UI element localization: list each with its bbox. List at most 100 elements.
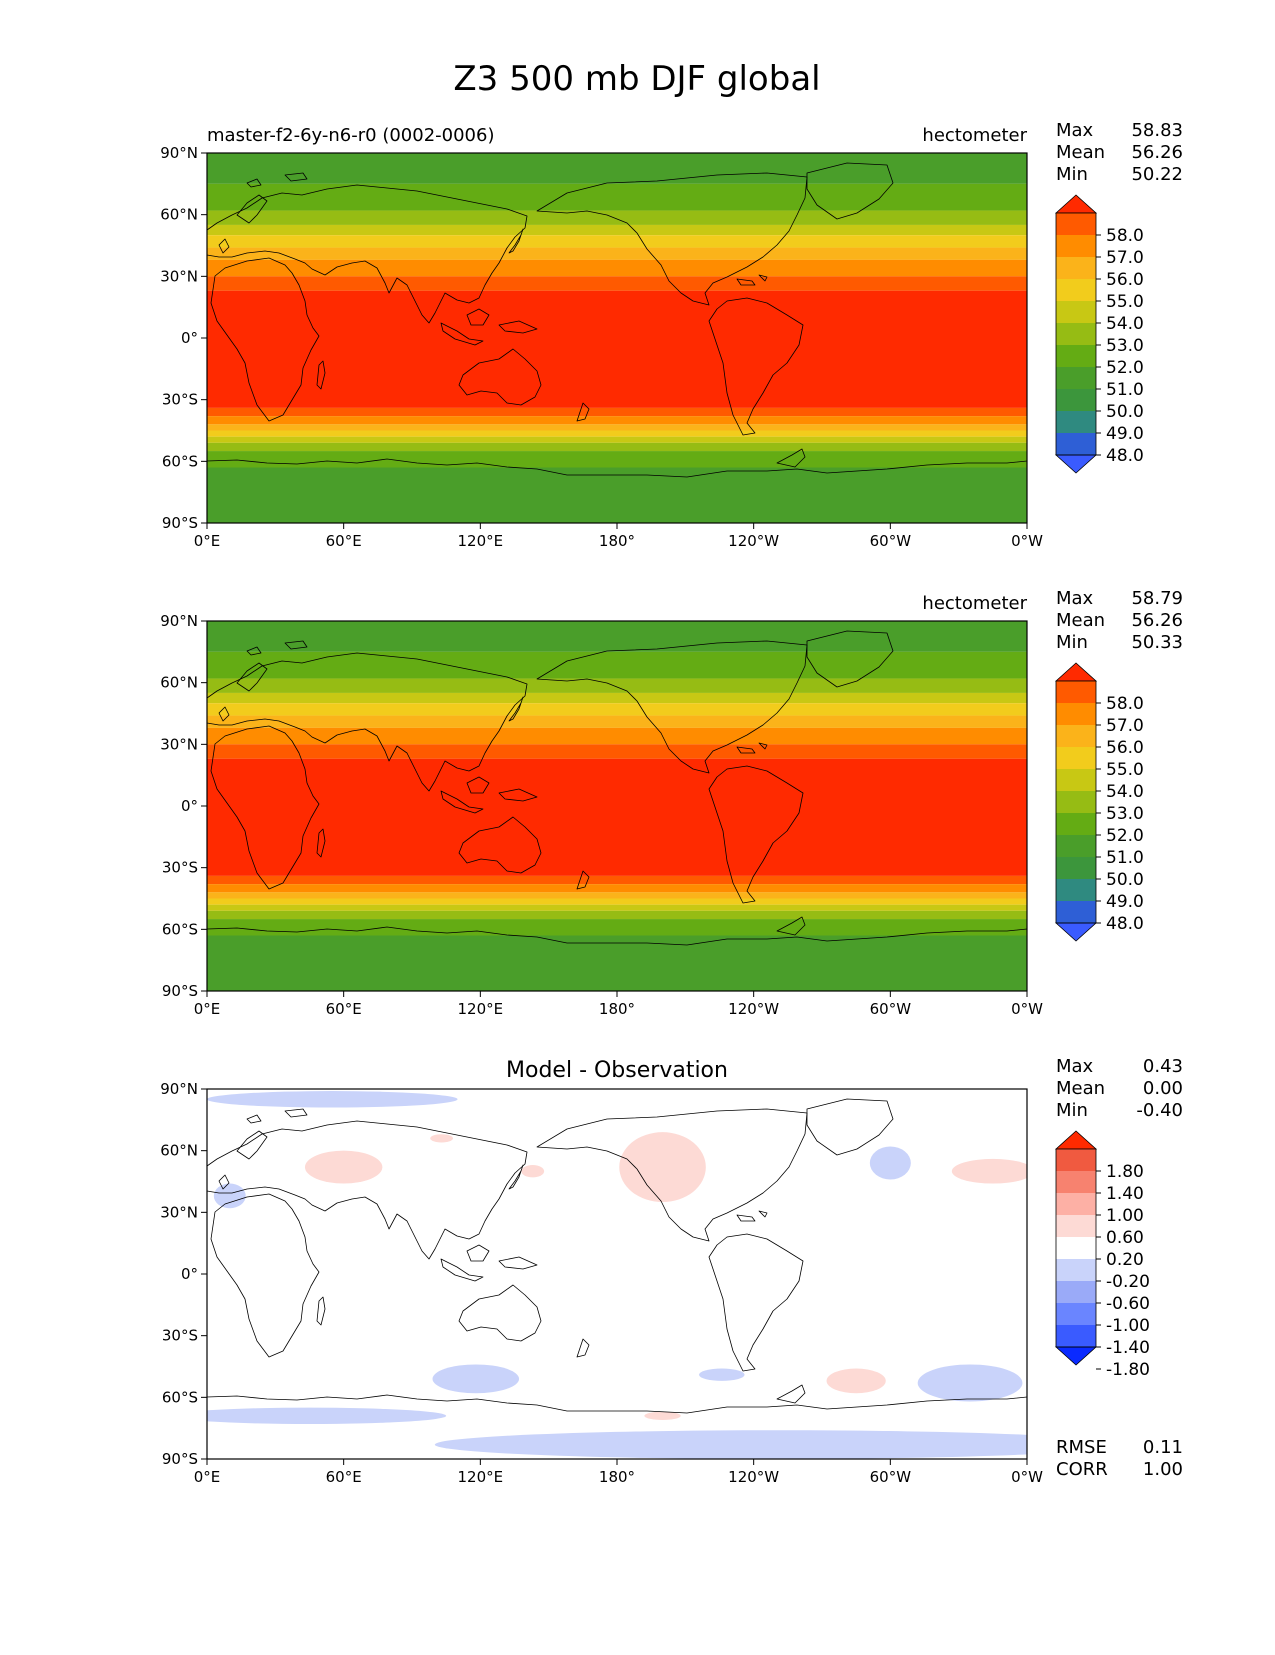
stat-min-label: Min (1056, 1100, 1088, 1121)
colorbar-segment (1056, 389, 1096, 411)
contour-band (207, 210, 1027, 225)
colorbar-extend-min (1054, 1346, 1098, 1366)
colorbar-label: 49.0 (1106, 424, 1144, 444)
y-axis: 90°N 60°N 30°N 0° 30°S 60°S 90°S (160, 144, 207, 532)
y-tick-label: 30°N (160, 1203, 198, 1221)
colorbar-segment (1056, 1193, 1096, 1215)
contour-band (207, 467, 1027, 523)
colorbar-frame (1055, 212, 1097, 456)
anomaly-contour (521, 1165, 545, 1178)
metric-corr-value: 1.00 (1143, 1459, 1183, 1480)
metric-corr-label: CORR (1056, 1459, 1108, 1480)
colorbar-label: 50.0 (1106, 870, 1144, 890)
stat-mean-label: Mean (1056, 610, 1105, 631)
x-tick-label: 120°E (458, 1000, 504, 1018)
x-tick-label: 180° (599, 1468, 635, 1486)
contour-band (207, 703, 1027, 716)
anomaly-contour (432, 1364, 520, 1394)
y-tick-label: 60°S (162, 920, 198, 938)
colorbar-label: 1.40 (1106, 1184, 1144, 1204)
colorbar-extend-max (1054, 1130, 1098, 1150)
colorbar-segment (1056, 367, 1096, 389)
colorbar-segment (1056, 1325, 1096, 1347)
colorbar-segment (1056, 345, 1096, 367)
colorbar-segment (1056, 1303, 1096, 1325)
y-axis: 90°N 60°N 30°N 0° 30°S 60°S 90°S (160, 612, 207, 1000)
contour-band (207, 436, 1027, 443)
x-tick-label: 60°W (870, 1468, 912, 1486)
contour-band (207, 430, 1027, 437)
colorbar-segment (1056, 835, 1096, 857)
x-tick-label: 120°W (728, 532, 779, 550)
colorbar-label: 57.0 (1106, 248, 1144, 268)
colorbar: 1.801.401.000.600.20-0.20-0.60-1.00-1.40… (1054, 1130, 1150, 1380)
colorbar-segment (1056, 213, 1096, 235)
anomaly-contour (917, 1364, 1023, 1402)
colorbar-label: 55.0 (1106, 760, 1144, 780)
y-tick-label: 0° (181, 1265, 198, 1283)
colorbar-frame (1055, 1148, 1097, 1348)
colorbar-label: -0.60 (1106, 1294, 1150, 1314)
colorbar-extend-max (1054, 662, 1098, 682)
contour-band (207, 424, 1027, 431)
anomaly-contour (430, 1134, 453, 1143)
colorbar-segment (1056, 301, 1096, 323)
stat-max-value: 0.43 (1143, 1056, 1183, 1077)
contour-band (207, 259, 1027, 277)
colorbar-extend-min (1054, 922, 1098, 942)
x-tick-label: 60°E (326, 1000, 362, 1018)
contour-band (207, 235, 1027, 248)
x-tick-label: 180° (599, 1000, 635, 1018)
colorbar-segment (1056, 411, 1096, 433)
colorbar-label: 53.0 (1106, 336, 1144, 356)
x-tick-label: 120°E (458, 532, 504, 550)
contour-band (207, 692, 1027, 704)
y-tick-label: 0° (181, 329, 198, 347)
y-tick-label: 30°S (162, 859, 198, 877)
colorbar-label: -0.20 (1106, 1272, 1150, 1292)
anomaly-contour (951, 1158, 1027, 1184)
colorbar-segment (1056, 725, 1096, 747)
y-tick-label: 90°S (162, 982, 198, 1000)
colorbar-label: 51.0 (1106, 848, 1144, 868)
colorbar-extend-max (1054, 194, 1098, 214)
contour-band (207, 715, 1027, 728)
contour-band (207, 224, 1027, 236)
colorbar-segment (1056, 1259, 1096, 1281)
colorbar-segment (1056, 901, 1096, 923)
colorbar-segment (1056, 1281, 1096, 1303)
anomaly-contour (207, 1407, 447, 1425)
panel-test: 0°E 60°E 120°E 180° 120°W 60°W 0°W 90°N 60°N 30°… (160, 120, 1183, 550)
colorbar-segment (1056, 257, 1096, 279)
colorbar-label: 49.0 (1106, 892, 1144, 912)
x-axis: 0°E 60°E 120°E 180° 120°W 60°W 0°W (194, 1459, 1043, 1486)
x-tick-label: 0°E (194, 1468, 221, 1486)
y-tick-label: 90°N (160, 612, 198, 630)
contour-band (207, 744, 1027, 759)
colorbar-label: 58.0 (1106, 226, 1144, 246)
x-axis: 0°E 60°E 120°E 180° 120°W 60°W 0°W (194, 523, 1043, 550)
x-tick-label: 0°W (1011, 1000, 1043, 1018)
x-tick-label: 120°E (458, 1468, 504, 1486)
contour-band (207, 290, 1027, 408)
colorbar-label: 56.0 (1106, 738, 1144, 758)
anomaly-contour (826, 1368, 886, 1394)
contour-band (207, 758, 1027, 876)
panel-units: hectometer (922, 125, 1027, 146)
contour-band (207, 875, 1027, 885)
metric-rmse-value: 0.11 (1143, 1437, 1183, 1458)
colorbar-label: 50.0 (1106, 402, 1144, 422)
map-fill (207, 1089, 1027, 1459)
contour-band (207, 451, 1027, 468)
stats-block: Max 0.43 Mean 0.00 Min -0.40 (1056, 1056, 1183, 1121)
x-tick-label: 60°E (326, 1468, 362, 1486)
contour-band (207, 678, 1027, 693)
x-axis: 0°E 60°E 120°E 180° 120°W 60°W 0°W (194, 991, 1043, 1018)
x-tick-label: 120°W (728, 1468, 779, 1486)
colorbar-segment (1056, 747, 1096, 769)
metrics-block: RMSE 0.11 CORR 1.00 (1056, 1437, 1183, 1480)
colorbar-label: 0.60 (1106, 1228, 1144, 1248)
colorbar-segment (1056, 769, 1096, 791)
colorbar-label: 1.80 (1106, 1162, 1144, 1182)
contour-band (207, 276, 1027, 291)
